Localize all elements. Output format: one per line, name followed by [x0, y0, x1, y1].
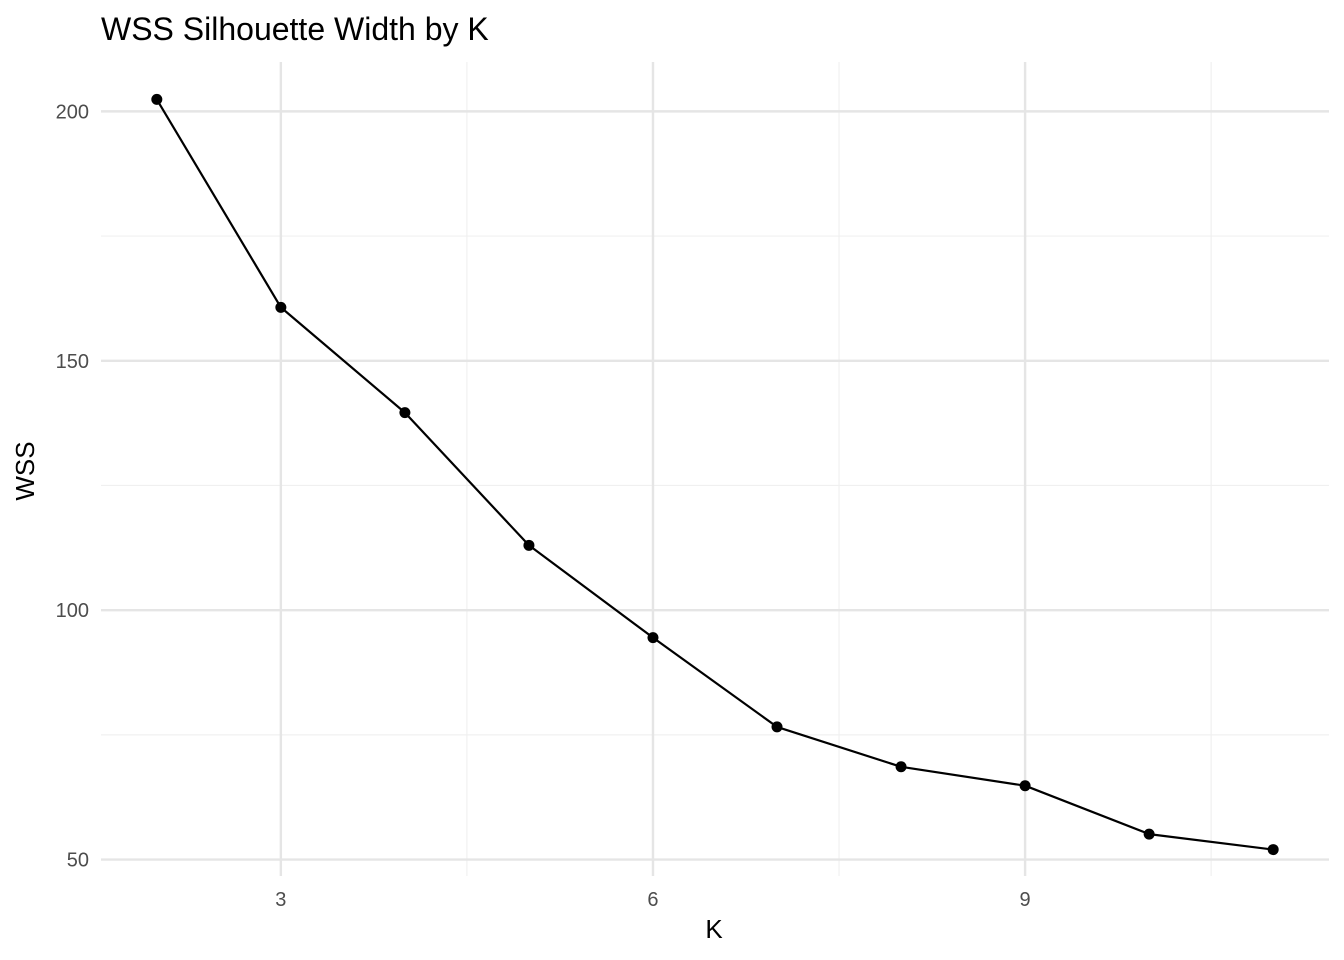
series-line [155, 98, 1274, 851]
data-point [771, 721, 783, 733]
data-point [895, 761, 907, 773]
y-axis-ticks: 50 100 150 200 [56, 101, 89, 871]
y-tick-label: 150 [56, 351, 89, 373]
x-tick-label: 9 [1020, 889, 1031, 911]
x-axis-title: K [705, 914, 723, 944]
x-tick-label: 3 [275, 889, 286, 911]
data-point [399, 407, 411, 419]
data-point [151, 93, 163, 105]
data-point [275, 301, 287, 313]
series-line-group [155, 98, 1274, 851]
data-point [1019, 780, 1031, 792]
minor-gridlines [101, 62, 1329, 876]
x-tick-label: 6 [647, 889, 658, 911]
data-point [1267, 844, 1279, 856]
y-tick-label: 100 [56, 600, 89, 622]
data-point [523, 539, 535, 551]
data-point [647, 632, 659, 644]
data-points [151, 93, 1279, 856]
y-axis-title: WSS [10, 441, 40, 500]
y-tick-label: 200 [56, 101, 89, 123]
major-gridlines [101, 62, 1329, 876]
chart-title: WSS Silhouette Width by K [101, 11, 489, 47]
data-point [1143, 828, 1155, 840]
y-tick-label: 50 [67, 850, 89, 872]
x-axis-ticks: 3 6 9 [275, 889, 1030, 911]
